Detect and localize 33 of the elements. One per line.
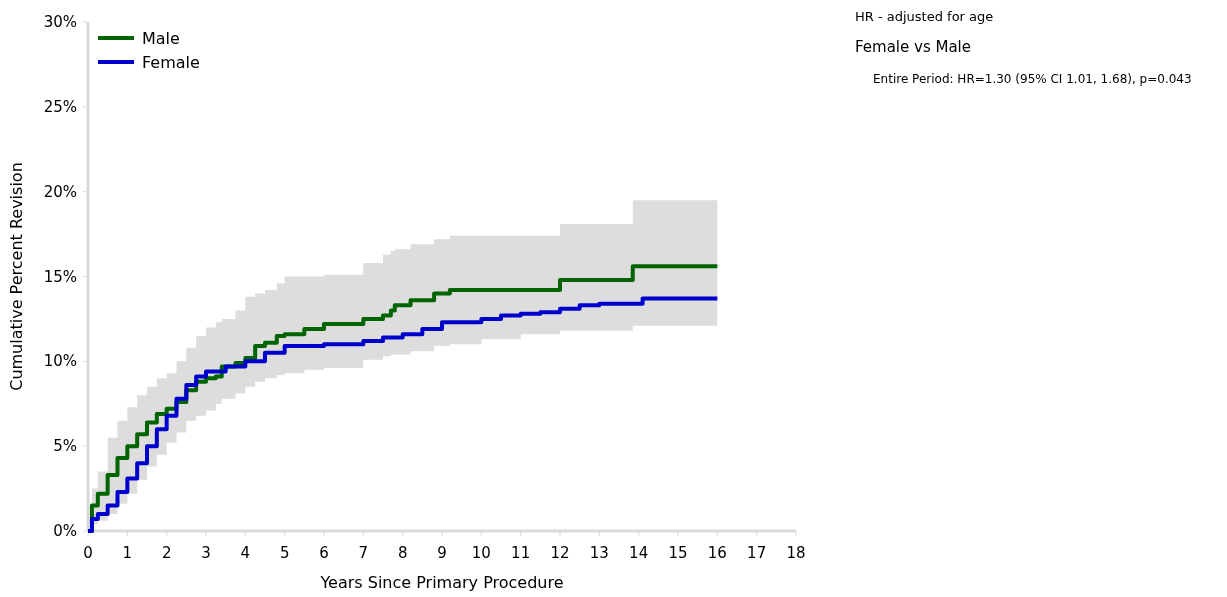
y-tick-label: 5%: [53, 437, 77, 456]
y-tick-label: 15%: [43, 267, 77, 286]
y-tick-label: 0%: [53, 522, 77, 540]
x-tick-label: 11: [511, 544, 531, 562]
x-tick-label: 14: [629, 544, 649, 562]
x-tick-label: 6: [319, 544, 329, 562]
x-tick-label: 18: [786, 544, 806, 562]
x-tick-label: 15: [668, 544, 688, 562]
legend-label: Male: [142, 29, 180, 48]
x-tick-label: 5: [279, 544, 290, 562]
legend-label: Female: [142, 53, 200, 72]
x-tick-label: 10: [471, 544, 491, 562]
x-tick-label: 8: [397, 544, 408, 562]
y-tick-label: 25%: [43, 97, 77, 116]
x-tick-label: 12: [550, 544, 570, 562]
x-tick-label: 16: [707, 544, 727, 562]
x-tick-label: 4: [240, 544, 251, 562]
text: Entire Period: HR=1.30 (95% CI 1.01, 1.68), p=0.043: [873, 72, 1192, 86]
x-tick-label: 1: [122, 544, 133, 562]
y-tick-label: 30%: [43, 13, 77, 31]
x-tick-label: 13: [589, 544, 609, 562]
x-tick-label: 17: [747, 544, 767, 562]
text: HR - adjusted for age: [855, 9, 994, 24]
x-tick-label: 2: [161, 544, 172, 562]
text: Female vs Male: [855, 38, 971, 56]
x-axis-title: Years Since Primary Procedure: [319, 573, 564, 592]
x-tick-label: 3: [201, 544, 211, 562]
y-axis-title: Cumulative Percent Revision: [7, 162, 26, 391]
x-tick-label: 9: [437, 544, 447, 562]
x-tick-label: 7: [358, 544, 369, 562]
x-tick-label: 0: [83, 544, 93, 562]
y-tick-label: 10%: [43, 352, 77, 371]
y-tick-label: 20%: [43, 182, 77, 201]
